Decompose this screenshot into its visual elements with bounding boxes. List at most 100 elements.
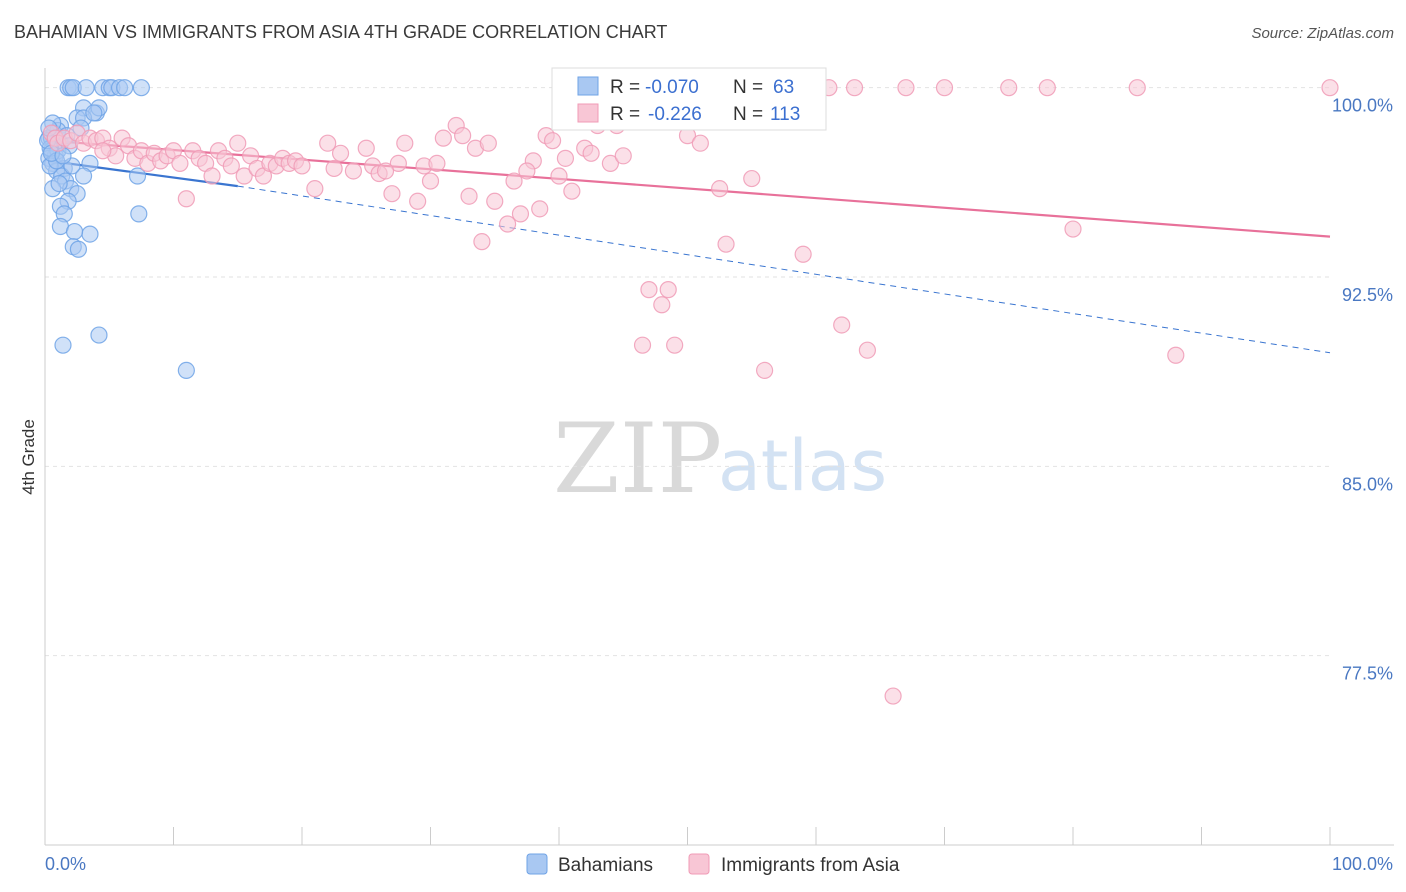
- series-1-point-103: [1038, 79, 1056, 97]
- series-1-point-90: [743, 169, 761, 188]
- series-0-point-45: [54, 336, 72, 354]
- y-tick-label-1: 92.5%: [1342, 285, 1393, 305]
- series-1-point-98: [858, 341, 877, 359]
- series-1-point-58: [454, 127, 472, 145]
- series-1-point-111: [518, 162, 536, 180]
- series-0-point-58: [50, 174, 68, 193]
- series-1-point-51: [396, 134, 414, 152]
- series-0-point-42: [69, 240, 88, 258]
- series-1-point-108: [94, 142, 112, 160]
- series-1-point-49: [383, 185, 401, 203]
- series-1-point-62: [479, 134, 497, 152]
- series-1-point-64: [499, 215, 517, 233]
- stats-r-value-2: -0.226: [648, 104, 702, 125]
- series-0-point-44: [90, 326, 108, 344]
- series-0-point-57: [85, 104, 103, 122]
- legend-swatch-asia: [688, 853, 710, 875]
- series-1-point-105: [1128, 79, 1146, 97]
- series-1-point-50: [389, 154, 407, 173]
- series-1-point-87: [691, 134, 709, 152]
- series-1-point-89: [717, 235, 735, 253]
- series-1-point-101: [935, 79, 954, 97]
- series-1-point-79: [614, 147, 632, 165]
- series-1-point-82: [640, 281, 658, 299]
- x-tick-label-1: 100.0%: [1332, 854, 1393, 874]
- series-1-point-73: [563, 182, 581, 200]
- series-0-point-43: [128, 167, 147, 185]
- series-1-point-29: [222, 157, 240, 175]
- series-1-point-97: [833, 316, 851, 334]
- stats-n-label-2: N =: [733, 104, 763, 125]
- stats-n-value-1: 63: [773, 77, 794, 98]
- series-1-point-100: [897, 79, 915, 97]
- series-1-point-81: [633, 336, 652, 354]
- series-1-point-102: [1000, 79, 1018, 97]
- chart-source: Source: ZipAtlas.com: [1251, 25, 1394, 42]
- series-0-point-3: [77, 79, 95, 97]
- series-1-point-94: [794, 245, 812, 263]
- chart-title: BAHAMIAN VS IMMIGRANTS FROM ASIA 4TH GRA…: [14, 22, 667, 42]
- series-1-trend-line: [48, 139, 1331, 238]
- watermark: ZIP atlas: [553, 403, 887, 515]
- series-1-point-84: [659, 281, 677, 299]
- series-0-point-39: [81, 225, 99, 243]
- series-1-point-54: [421, 172, 440, 190]
- y-tick-label-0: 100.0%: [1332, 96, 1393, 116]
- series-1-point-41: [306, 180, 324, 198]
- axis-layer: 100.0% 92.5% 85.0% 77.5% 0.0% 100.0%: [44, 68, 1394, 874]
- series-1-point-43: [325, 159, 343, 178]
- series-0-point-8: [116, 79, 134, 97]
- stats-r-value-1: -0.070: [645, 77, 699, 98]
- series-1-point-59: [460, 187, 478, 205]
- stats-r-label-2: R =: [610, 104, 640, 125]
- series-1-point-68: [531, 200, 549, 218]
- series-1-point-71: [550, 167, 568, 185]
- series-1-point-66: [511, 205, 530, 223]
- series-1-point-21: [171, 154, 189, 173]
- series-1-point-26: [203, 167, 221, 185]
- series-1-point-109: [376, 162, 395, 180]
- series-1-point-63: [486, 192, 504, 210]
- series-0-point-46: [177, 361, 195, 380]
- point-layer: [38, 79, 1339, 705]
- series-1-point-56: [434, 129, 452, 147]
- series-1-point-110: [711, 180, 729, 198]
- series-1-point-52: [409, 192, 427, 210]
- series-1-point-44: [331, 144, 350, 162]
- series-0-points: [38, 79, 195, 380]
- series-1-point-65: [505, 172, 523, 190]
- series-1-point-70: [543, 132, 562, 150]
- series-1-point-30: [229, 134, 247, 152]
- series-1-point-46: [357, 139, 375, 157]
- watermark-atlas: atlas: [718, 425, 887, 507]
- series-0-point-29: [74, 167, 93, 185]
- series-1-point-42: [319, 134, 337, 152]
- series-1-point-22: [177, 190, 195, 208]
- y-axis-label: 4th Grade: [19, 419, 38, 495]
- series-0-point-37: [130, 205, 148, 223]
- legend-label-bahamians: Bahamians: [558, 855, 653, 876]
- series-1-point-61: [473, 233, 491, 251]
- watermark-zip: ZIP: [553, 403, 722, 515]
- series-1-point-77: [601, 154, 620, 173]
- series-0-point-40: [65, 222, 84, 241]
- legend-label-asia: Immigrants from Asia: [721, 855, 900, 876]
- series-0-trend-extension: [237, 185, 1331, 354]
- stats-swatch-asia: [577, 103, 599, 123]
- y-tick-label-2: 85.0%: [1342, 474, 1393, 494]
- series-1-point-85: [666, 336, 684, 354]
- series-0-point-9: [132, 79, 150, 97]
- series-1-point-112: [845, 79, 864, 97]
- series-1-point-75: [582, 144, 600, 162]
- series-1-points: [42, 79, 1339, 705]
- series-1-point-104: [1064, 220, 1082, 238]
- x-tick-label-0: 0.0%: [45, 854, 86, 874]
- series-1-point-45: [344, 162, 362, 180]
- series-1-point-91: [755, 361, 774, 380]
- series-1-point-106: [1167, 346, 1185, 364]
- y-tick-label-3: 77.5%: [1342, 664, 1393, 684]
- stats-box: R = -0.070 N = 63 R = -0.226 N = 113: [551, 67, 827, 131]
- series-1-point-31: [235, 167, 253, 185]
- stats-n-value-2: 113: [770, 104, 800, 125]
